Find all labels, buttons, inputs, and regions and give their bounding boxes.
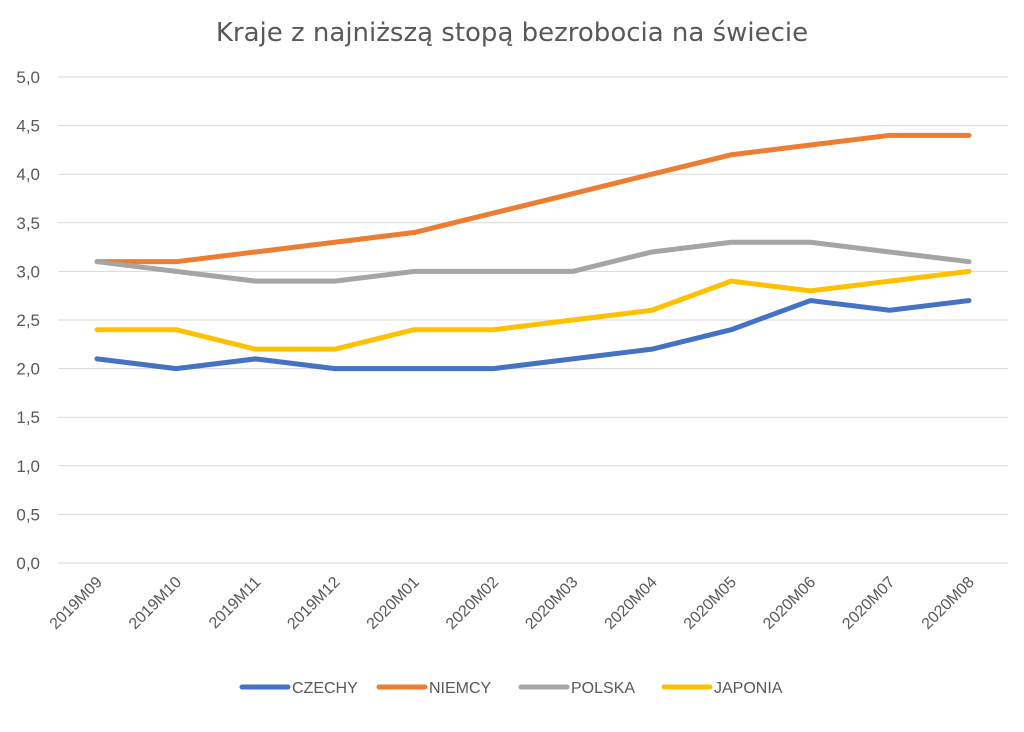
legend: CZECHY NIEMCY POLSKA JAPONIA [239,680,783,697]
x-tick-label: 2020M01 [364,574,423,633]
y-tick-label: 3,5 [16,214,40,233]
x-tick-label: 2019M09 [47,574,106,633]
series-line-niemcy [94,132,972,265]
y-tick-label: 4,5 [16,117,40,136]
x-tick-label: 2020M02 [443,574,502,633]
y-tick-label: 2,0 [16,360,40,379]
legend-label-niemcy: NIEMCY [429,680,492,697]
series-lines [94,132,972,372]
x-tick-label: 2020M03 [522,574,581,633]
x-tick-label: 2020M05 [681,574,740,633]
x-tick-label: 2019M10 [126,574,185,633]
y-axis-tick-labels: 0,0 0,5 1,0 1,5 2,0 2,5 3,0 3,5 4,0 4,5 5,0 [16,68,40,573]
x-tick-label: 2019M12 [284,574,343,633]
gridlines [58,76,1008,564]
legend-label-japonia: JAPONIA [714,680,783,697]
series-line-czechy [94,298,972,372]
series-line-polska [94,239,972,284]
x-tick-label: 2020M06 [760,574,819,633]
y-tick-label: 5,0 [16,68,40,87]
chart-title: Kraje z najniższą stopą bezrobocia na św… [216,18,808,48]
x-axis-tick-labels: 2019M09 2019M10 2019M11 2019M12 2020M01 2020M… [47,574,978,633]
x-tick-label: 2019M11 [206,574,264,632]
y-tick-label: 0,5 [16,505,40,524]
y-tick-label: 1,0 [16,457,40,476]
y-tick-label: 4,0 [16,165,40,184]
x-tick-label: 2020M04 [602,574,661,633]
legend-label-polska: POLSKA [571,680,635,697]
x-tick-label: 2020M08 [919,574,978,633]
series-line-japonia [94,268,972,352]
y-tick-label: 3,0 [16,262,40,281]
y-tick-label: 1,5 [16,408,40,427]
y-tick-label: 0,0 [16,554,40,573]
legend-label-czechy: CZECHY [292,680,358,697]
y-tick-label: 2,5 [16,311,40,330]
x-tick-label: 2020M07 [839,574,898,633]
